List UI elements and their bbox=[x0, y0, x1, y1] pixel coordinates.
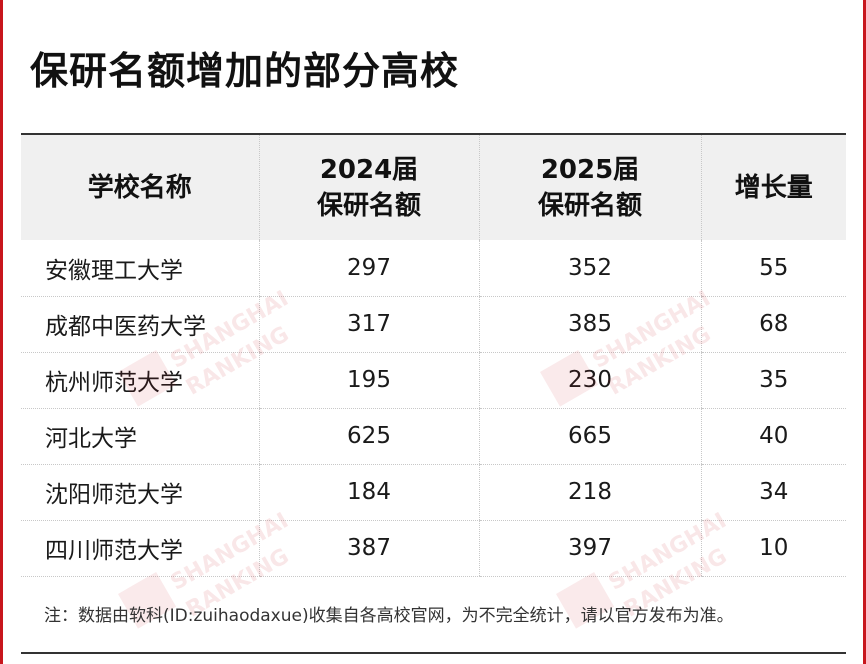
cell-school: 成都中医药大学 bbox=[21, 296, 259, 353]
frame-left-border bbox=[0, 0, 3, 664]
cell-2024: 317 bbox=[258, 296, 479, 353]
cell-school: 杭州师范大学 bbox=[21, 352, 259, 409]
cell-2025: 665 bbox=[478, 408, 701, 465]
cell-school: 沈阳师范大学 bbox=[21, 464, 259, 521]
cell-2025: 230 bbox=[478, 352, 701, 409]
table-row: 杭州师范大学 195 230 35 bbox=[21, 352, 846, 409]
frame-right-border bbox=[863, 0, 866, 664]
cell-school: 四川师范大学 bbox=[21, 520, 259, 577]
cell-increase: 34 bbox=[700, 464, 846, 521]
quota-table: 学校名称 2024届 保研名额 2025届 保研名额 增长量 安徽理工大学 29… bbox=[21, 133, 846, 577]
header-school: 学校名称 bbox=[21, 133, 259, 240]
cell-2024: 184 bbox=[258, 464, 479, 521]
header-2024: 2024届 保研名额 bbox=[258, 133, 479, 240]
cell-school: 河北大学 bbox=[21, 408, 259, 465]
cell-2025: 385 bbox=[478, 296, 701, 353]
bottom-divider bbox=[21, 652, 846, 654]
cell-2025: 218 bbox=[478, 464, 701, 521]
cell-increase: 35 bbox=[700, 352, 846, 409]
cell-2024: 297 bbox=[258, 240, 479, 297]
cell-2025: 352 bbox=[478, 240, 701, 297]
footnote: 注：数据由软科(ID:zuihaodaxue)收集自各高校官网，为不完全统计，请… bbox=[44, 606, 734, 626]
header-2024-line2: 保研名额 bbox=[316, 190, 421, 221]
header-2024-line1: 2024届 bbox=[319, 154, 419, 185]
header-2025-line1: 2025届 bbox=[540, 154, 640, 185]
table-row: 沈阳师范大学 184 218 34 bbox=[21, 464, 846, 521]
table-row: 河北大学 625 665 40 bbox=[21, 408, 846, 465]
cell-increase: 40 bbox=[700, 408, 846, 465]
cell-school: 安徽理工大学 bbox=[21, 240, 259, 297]
cell-increase: 10 bbox=[700, 520, 846, 577]
header-2025: 2025届 保研名额 bbox=[478, 133, 701, 240]
header-2025-line2: 保研名额 bbox=[537, 190, 642, 221]
table-row: 四川师范大学 387 397 10 bbox=[21, 520, 846, 577]
page-title: 保研名额增加的部分高校 bbox=[30, 49, 460, 93]
cell-2025: 397 bbox=[478, 520, 701, 577]
cell-increase: 55 bbox=[700, 240, 846, 297]
cell-2024: 387 bbox=[258, 520, 479, 577]
table-row: 成都中医药大学 317 385 68 bbox=[21, 296, 846, 353]
cell-increase: 68 bbox=[700, 296, 846, 353]
cell-2024: 625 bbox=[258, 408, 479, 465]
table-row: 安徽理工大学 297 352 55 bbox=[21, 240, 846, 297]
cell-2024: 195 bbox=[258, 352, 479, 409]
table-header-row: 学校名称 2024届 保研名额 2025届 保研名额 增长量 bbox=[21, 133, 846, 240]
header-increase: 增长量 bbox=[700, 133, 846, 240]
